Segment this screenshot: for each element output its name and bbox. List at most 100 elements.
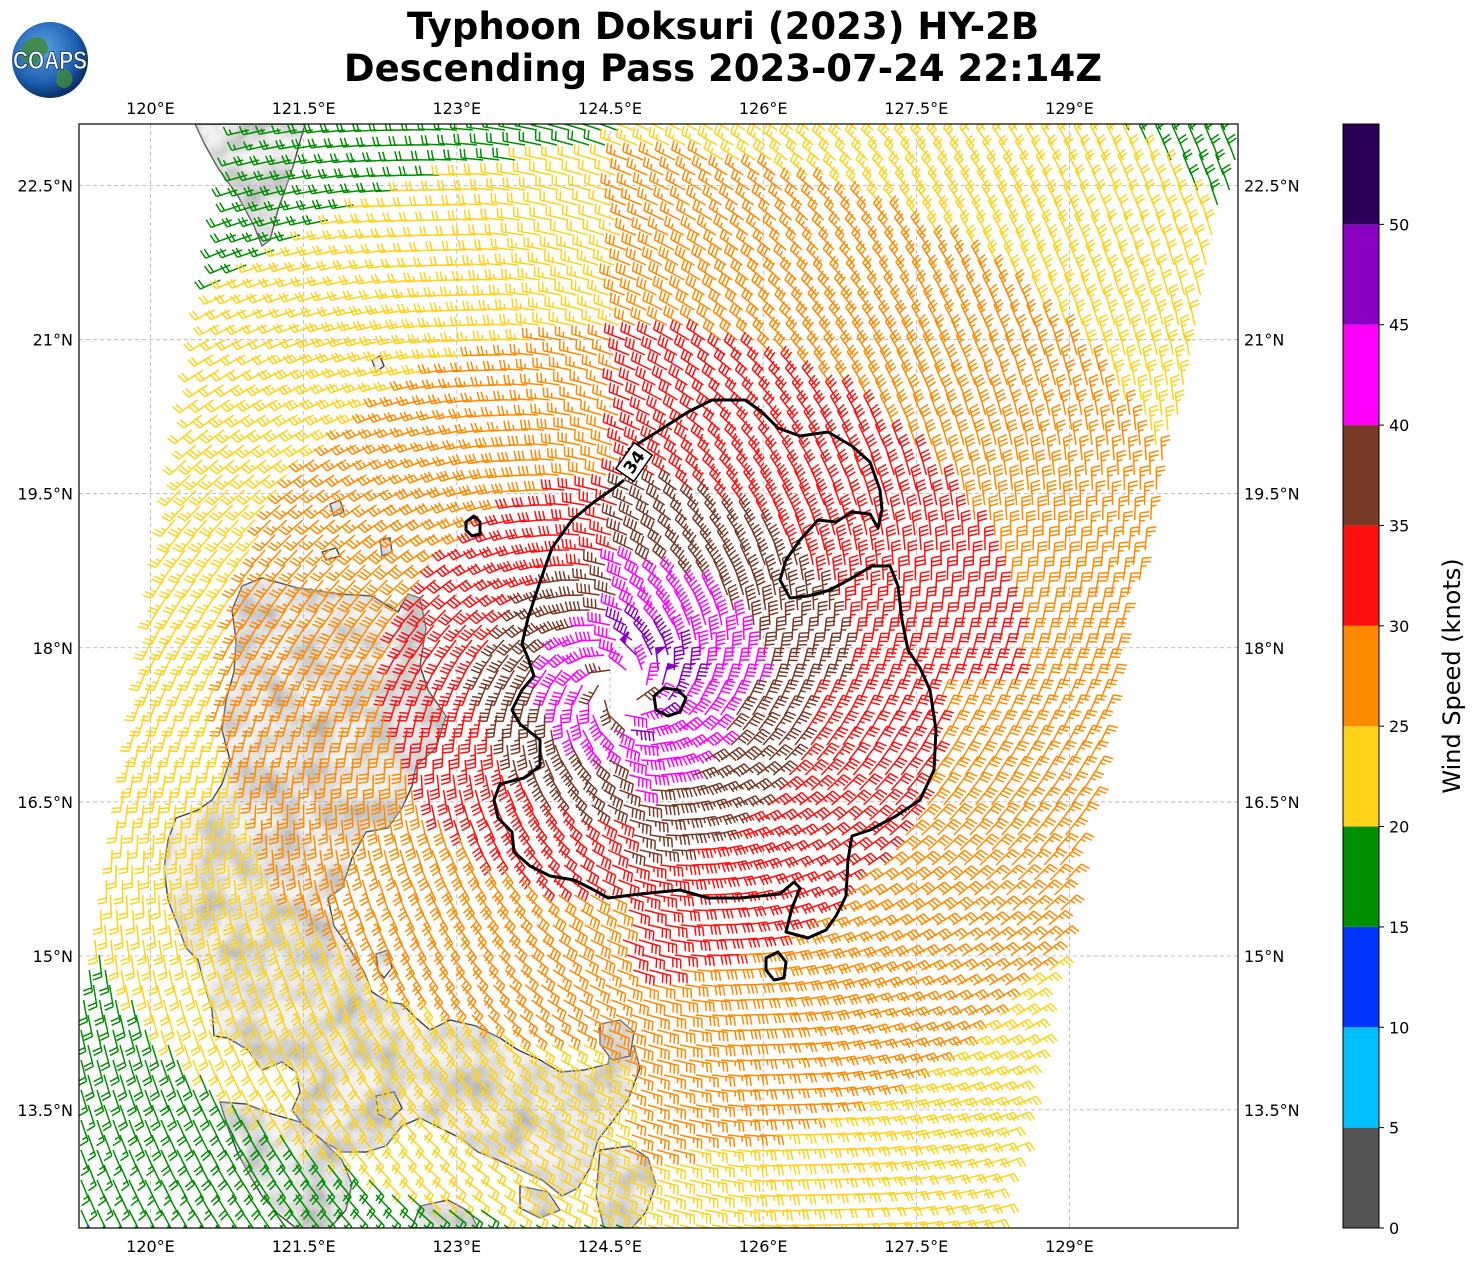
barb-half-feather <box>949 175 952 179</box>
wind-barb <box>642 336 662 355</box>
barb-feather <box>1175 258 1183 262</box>
barb-half-feather <box>884 265 887 269</box>
barb-feather <box>649 127 651 136</box>
wind-barb <box>572 325 593 340</box>
barb-feather <box>714 259 718 267</box>
wind-barb <box>687 185 706 205</box>
barb-feather <box>1043 299 1051 304</box>
wind-barb <box>726 199 744 220</box>
barb-half-feather <box>309 356 312 360</box>
barb-half-feather <box>514 334 515 339</box>
barb-feather <box>1197 228 1205 233</box>
barb-feather <box>442 135 443 144</box>
barb-half-feather <box>1020 324 1024 327</box>
barb-feather <box>784 170 788 178</box>
barb-feather <box>1143 258 1151 263</box>
barb-half-feather <box>878 161 881 165</box>
barb-feather <box>1006 284 1013 289</box>
barb-half-feather <box>721 133 723 138</box>
barb-feather <box>424 226 426 235</box>
barb-feather <box>626 247 628 256</box>
wind-barb <box>568 175 589 190</box>
barb-feather <box>731 248 735 256</box>
barb-feather <box>644 202 646 211</box>
barb-feather <box>1162 134 1169 139</box>
barb-half-feather <box>1031 264 1035 267</box>
barb-feather <box>1200 239 1208 243</box>
wind-barb <box>830 256 844 280</box>
wind-barb <box>987 150 999 175</box>
barb-feather <box>489 284 490 293</box>
barb-feather <box>597 250 598 259</box>
barb-half-feather <box>911 205 914 209</box>
barb-feather <box>990 109 996 116</box>
barb-feather <box>1035 318 1043 323</box>
barb-feather <box>1137 108 1144 114</box>
barb-half-feather <box>341 355 344 359</box>
barb-half-feather <box>1036 324 1040 327</box>
barb-half-feather <box>385 292 387 297</box>
barb-half-feather <box>852 176 855 180</box>
barb-feather <box>665 113 667 122</box>
barb-staff <box>1021 112 1033 130</box>
barb-half-feather <box>651 209 652 214</box>
barb-feather <box>753 228 757 236</box>
wind-barb <box>945 300 955 325</box>
barb-half-feather <box>1058 294 1062 297</box>
barb-half-feather <box>417 337 419 342</box>
barb-feather <box>642 233 644 242</box>
barb-half-feather <box>623 225 624 230</box>
barb-feather <box>1007 333 1015 338</box>
barb-feather <box>581 251 582 260</box>
barb-feather <box>1153 284 1161 288</box>
barb-feather <box>333 245 337 253</box>
barb-staff <box>1004 112 1016 130</box>
barb-half-feather <box>1047 264 1051 267</box>
barb-half-feather <box>971 324 975 327</box>
barb-feather <box>647 158 649 167</box>
barb-half-feather <box>591 271 592 276</box>
barb-feather <box>876 109 881 117</box>
barb-feather <box>458 240 460 249</box>
barb-half-feather <box>1036 234 1040 237</box>
barb-feather <box>714 125 717 134</box>
barb-feather <box>680 202 683 211</box>
barb-feather <box>1044 254 1051 259</box>
wind-barb <box>561 250 582 265</box>
wind-barb <box>536 131 557 145</box>
barb-feather <box>1170 288 1178 292</box>
barb-feather <box>741 154 745 163</box>
barb-feather <box>788 185 792 193</box>
barb-feather <box>479 300 481 309</box>
barb-feather <box>796 212 801 220</box>
barb-feather <box>752 308 756 316</box>
barb-feather <box>216 187 221 195</box>
barb-feather <box>645 338 647 347</box>
barb-feather <box>696 202 699 211</box>
barb-half-feather <box>856 280 859 284</box>
wind-barb <box>922 240 934 265</box>
barb-feather <box>506 283 507 292</box>
barb-feather <box>1186 285 1194 289</box>
barb-feather <box>463 301 465 310</box>
barb-half-feather <box>894 250 897 254</box>
barb-feather <box>653 128 655 137</box>
barb-feather <box>639 142 641 151</box>
barb-feather <box>349 260 353 269</box>
barb-feather <box>1121 108 1128 114</box>
barb-feather <box>745 201 749 209</box>
barb-feather <box>1216 104 1224 109</box>
barb-feather <box>1135 105 1142 111</box>
barb-feather <box>661 324 664 333</box>
barb-feather <box>1148 228 1156 233</box>
barb-feather <box>752 183 756 191</box>
barb-feather <box>736 308 740 316</box>
barb-half-feather <box>868 265 871 269</box>
barb-feather <box>1141 164 1148 169</box>
barb-half-feather <box>357 354 359 359</box>
barb-feather <box>655 141 657 150</box>
wind-barb <box>225 325 251 334</box>
barb-feather <box>698 249 701 258</box>
barb-feather <box>526 283 527 292</box>
wind-barb <box>775 287 791 310</box>
